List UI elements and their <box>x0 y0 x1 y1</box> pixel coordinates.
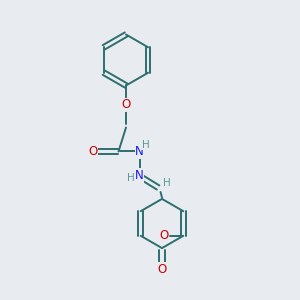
Text: O: O <box>88 145 98 158</box>
Text: H: H <box>127 173 135 184</box>
Text: O: O <box>122 98 130 112</box>
Text: O: O <box>159 229 168 242</box>
Text: O: O <box>158 262 166 276</box>
Text: N: N <box>135 145 144 158</box>
Text: N: N <box>135 169 144 182</box>
Text: H: H <box>142 140 149 150</box>
Text: H: H <box>163 178 171 188</box>
